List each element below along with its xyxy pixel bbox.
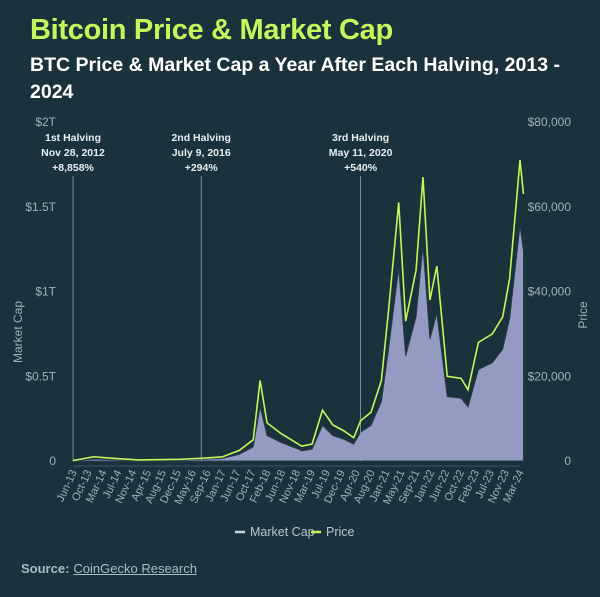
halving-label: 3rd Halving — [332, 132, 389, 144]
y2-tick-label: $40,000 — [528, 285, 572, 299]
market-cap-area — [72, 225, 524, 462]
y-tick-label: $1T — [35, 285, 56, 299]
price-line — [72, 160, 525, 462]
halving-date: July 9, 2016 — [172, 147, 231, 159]
chart-title: Bitcoin Price & Market Cap — [30, 14, 393, 46]
halving-change: +540% — [344, 162, 378, 174]
halving-label: 1st Halving — [45, 132, 101, 144]
halving-label: 2nd Halving — [171, 132, 231, 144]
y-tick-label: $2T — [35, 115, 56, 129]
y2-axis-label: Price — [576, 301, 590, 329]
halving-date: May 11, 2020 — [329, 147, 393, 159]
y2-tick-label: 0 — [564, 454, 571, 468]
halving-change: +294% — [185, 162, 219, 174]
y2-tick-label: $20,000 — [528, 369, 572, 383]
halving-change: +8,858% — [52, 162, 94, 174]
y2-tick-label: $60,000 — [528, 200, 572, 214]
legend-market-cap-label: Market Cap — [250, 525, 315, 539]
y-tick-label: $1.5T — [25, 200, 56, 214]
halving-date: Nov 28, 2012 — [41, 147, 105, 159]
source-line: Source: CoinGecko Research — [21, 561, 197, 576]
chart-subtitle: BTC Price & Market Cap a Year After Each… — [30, 54, 560, 103]
y-axis-label: Market Cap — [11, 301, 25, 363]
source-label: Source: — [21, 561, 70, 576]
y-tick-label: $0.5T — [25, 369, 56, 383]
legend-price-label: Price — [326, 525, 355, 539]
source-link[interactable]: CoinGecko Research — [73, 561, 197, 576]
y2-tick-label: $80,000 — [528, 115, 572, 129]
y-tick-label: 0 — [49, 454, 56, 468]
